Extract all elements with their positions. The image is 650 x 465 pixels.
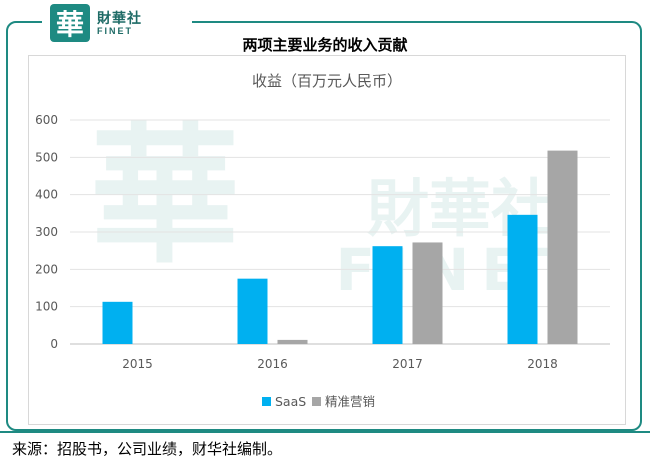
y-tick-label: 0 [50, 337, 58, 351]
y-axis: 0 100 200 300 400 500 600 [35, 113, 58, 351]
page-title: 两项主要业务的收入贡献 [242, 36, 408, 54]
bar-saas [507, 214, 538, 344]
watermark-char: 華 [90, 110, 240, 284]
x-tick-label: 2018 [527, 357, 558, 371]
legend-label: SaaS [275, 394, 306, 409]
y-tick-label: 500 [35, 150, 58, 164]
bar-saas [372, 246, 403, 344]
legend-swatch [262, 397, 271, 406]
bar-saas [102, 301, 133, 344]
y-tick-label: 100 [35, 300, 58, 314]
chart-title: 收益（百万元人民币） [252, 72, 402, 90]
finet-logo: 華 [50, 4, 90, 42]
y-tick-label: 600 [35, 113, 58, 127]
x-axis: 2015 2016 2017 2018 [122, 357, 558, 371]
bar-precision-marketing [412, 242, 443, 344]
x-tick-label: 2015 [122, 357, 153, 371]
x-tick-label: 2016 [257, 357, 288, 371]
y-tick-label: 400 [35, 188, 58, 202]
brand-name-en: FINET [97, 26, 133, 36]
legend-swatch [312, 397, 321, 406]
y-tick-label: 200 [35, 262, 58, 276]
brand-name-cn: 財華社 [97, 11, 142, 27]
bar-saas [237, 278, 268, 344]
y-tick-label: 300 [35, 225, 58, 239]
logo-char: 華 [55, 8, 84, 41]
bar-precision-marketing [277, 339, 308, 344]
source-note: 来源：招股书，公司业绩，财华社编制。 [12, 440, 283, 458]
chart-frame [6, 21, 642, 431]
x-tick-label: 2017 [392, 357, 423, 371]
bar-precision-marketing [547, 150, 578, 344]
legend: SaaS 精准营销 [262, 394, 375, 409]
bars [102, 150, 578, 344]
legend-label: 精准营销 [325, 394, 375, 409]
source-divider [0, 431, 650, 433]
